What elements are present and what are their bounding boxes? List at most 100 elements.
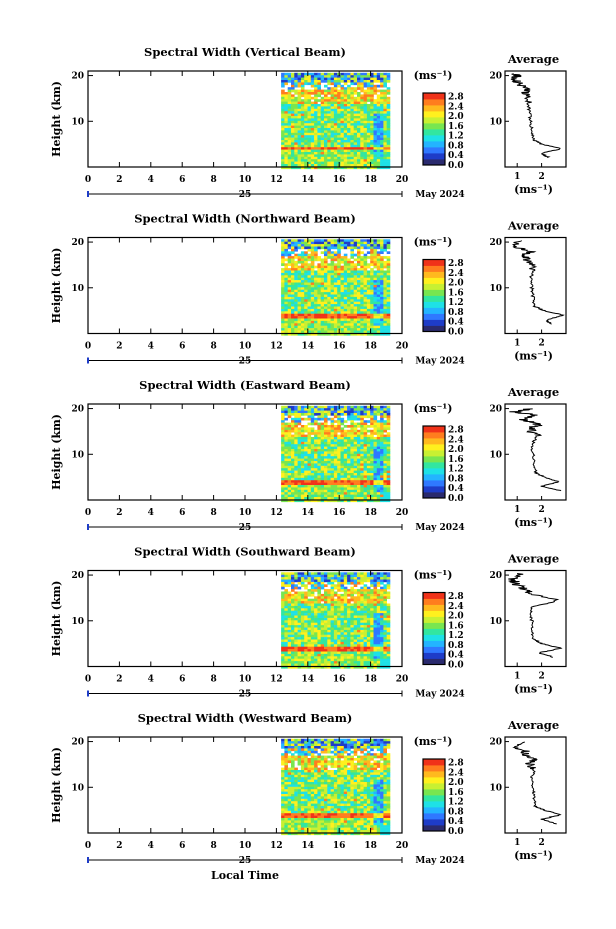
heatmap-cell [343,256,348,259]
heatmap-cell [350,485,354,488]
heatmap-cell [294,123,298,126]
heatmap-cell [300,258,305,262]
heatmap-cell [284,239,288,242]
heatmap-cell [284,99,288,102]
heatmap-cell [370,410,374,414]
heatmap-cell [310,149,315,153]
heatmap-cell [383,104,387,107]
heatmap-cell [386,101,391,105]
heatmap-cell [380,330,384,334]
heatmap-cell [386,142,391,146]
heatmap-cell [314,80,318,83]
heatmap-cell [376,164,381,167]
heatmap-cell [370,429,374,433]
heatmap-cell [353,615,358,619]
heatmap-cell [350,596,354,599]
heatmap-cell [353,125,358,129]
heatmap-cell [317,579,321,583]
heatmap-cell [386,292,391,295]
heatmap-cell [310,415,315,419]
heatmap-cell [350,116,354,119]
heatmap-cell [324,473,328,476]
heatmap-cell [340,665,345,669]
heatmap-cell [340,458,345,462]
heatmap-cell [307,574,312,578]
heatmap-cell [337,456,341,459]
heatmap-cell [363,434,368,438]
heatmap-cell [304,106,308,110]
heatmap-cell [320,144,325,148]
heatmap-cell [284,451,288,455]
heatmap-cell [376,116,381,119]
heatmap-cell [343,627,348,631]
heatmap-cell [333,634,338,638]
heatmap-cell [357,475,361,479]
heatmap-cell [350,128,354,131]
heatmap-cell [363,311,368,314]
heatmap-cell [343,258,348,262]
heatmap-cell [353,265,358,269]
heatmap-cell [287,610,292,614]
heatmap-cell [363,132,368,136]
heatmap-cell [340,641,345,645]
heatmap [281,572,391,669]
heatmap-cell [343,468,348,471]
heatmap-cell [291,325,295,329]
heatmap-cell [366,111,371,114]
heatmap-cell [291,465,295,469]
heatmap-cell [347,301,351,305]
heatmap-cell [317,598,321,602]
colorbar-swatch [423,450,445,457]
heatmap-cell [347,470,351,474]
heatmap-cell [281,477,285,481]
colorbar-tick-label: 0.8 [448,474,464,484]
heatmap-cell [360,589,364,592]
heatmap-cell [343,589,348,592]
heatmap-cell [343,410,348,414]
heatmap-cell [353,603,358,607]
heatmap-cell [353,620,358,623]
heatmap-cell [307,108,312,112]
heatmap-cell [314,494,318,498]
heatmap-cell [297,422,302,426]
heatmap-cell [380,320,384,324]
heatmap-cell [376,497,381,500]
heatmap-cell [294,328,298,331]
heatmap-cell [291,441,295,445]
heatmap-cell [284,294,288,298]
heatmap-cell [310,137,315,141]
heatmap-cell [366,275,371,278]
heatmap-cell [380,439,384,443]
heatmap-cell [353,605,358,609]
heatmap-cell [350,248,354,252]
heatmap-cell [320,152,325,155]
heatmap-cell [327,244,331,247]
heatmap-cell [327,289,331,293]
heatmap-cell [307,463,312,467]
heatmap-cell [380,82,384,86]
heatmap-cell [353,116,358,119]
heatmap-cell [284,494,288,498]
heatmap-cell [343,453,348,457]
heatmap-cell [350,427,354,431]
heatmap-cell [284,282,288,286]
heatmap-cell [380,164,384,167]
heatmap-cell [370,282,374,286]
heatmap-cell [304,258,308,262]
heatmap-cell [347,468,351,471]
heatmap-cell [314,439,318,443]
heatmap-cell [320,292,325,295]
heatmap-cell [366,125,371,129]
heatmap-cell [340,439,345,443]
heatmap-cell [320,130,325,134]
heatmap-cell [337,311,341,314]
heatmap-cell [294,639,298,643]
heatmap-cell [357,453,361,457]
heatmap-cell [386,410,391,414]
heatmap-cell [343,246,348,250]
heatmap-cell [350,437,354,440]
heatmap-cell [294,137,298,141]
heatmap-cell [327,596,331,599]
heatmap-cell [386,475,391,479]
heatmap-cell [330,461,335,464]
